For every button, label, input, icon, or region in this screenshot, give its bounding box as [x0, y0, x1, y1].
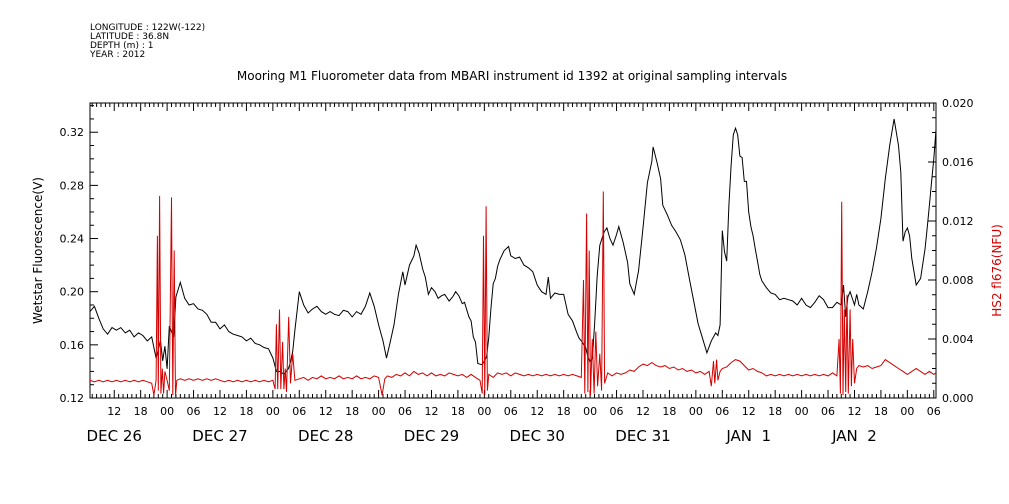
x-tick-label: 06: [610, 405, 624, 418]
y-left-axis-label: Wetstar Fluorescence(V): [31, 177, 45, 324]
y-left-tick-label: 0.24: [60, 233, 85, 246]
x-tick-label: 06: [292, 405, 306, 418]
x-tick-label: 00: [900, 405, 914, 418]
x-tick-label: 06: [821, 405, 835, 418]
meta-line: LATITUDE : 36.8N: [90, 32, 169, 42]
x-tick-label: 00: [583, 405, 597, 418]
y-left-tick-label: 0.20: [60, 286, 85, 299]
x-date-label: JAN 1: [725, 427, 771, 445]
x-tick-label: 00: [795, 405, 809, 418]
y-right-tick-label: 0.020: [942, 97, 974, 110]
y-left-tick-label: 0.28: [60, 179, 85, 192]
x-date-label: JAN 2: [831, 427, 877, 445]
meta-line: DEPTH (m) : 1: [90, 41, 153, 51]
x-date-label: DEC 28: [298, 427, 353, 445]
x-date-label: DEC 27: [192, 427, 247, 445]
y-right-tick-label: 0.016: [942, 156, 974, 169]
x-tick-label: 18: [768, 405, 782, 418]
x-tick-label: 18: [874, 405, 888, 418]
series-line-hs2: [90, 191, 936, 397]
meta-line: YEAR : 2012: [89, 50, 145, 60]
metadata-block: LONGITUDE : 122W(-122)LATITUDE : 36.8NDE…: [89, 23, 205, 60]
x-tick-label: 12: [213, 405, 227, 418]
x-tick-label: 18: [662, 405, 676, 418]
x-tick-label: 00: [160, 405, 174, 418]
plot-area: 12 18 00 06 12 18 00 06 12 18 00 06 12 18 00 06 12 18 00 06…: [31, 97, 1004, 445]
x-tick-label: 12: [742, 405, 756, 418]
x-tick-label: 06: [715, 405, 729, 418]
x-date-label: DEC 31: [615, 427, 670, 445]
series-line-wetstar: [90, 118, 936, 375]
y-right-tick-label: 0.012: [942, 215, 974, 228]
x-tick-label: 06: [927, 405, 941, 418]
y-right-tick-label: 0.004: [942, 333, 974, 346]
x-tick-label: 00: [477, 405, 491, 418]
x-tick-label: 12: [319, 405, 333, 418]
y-right-axis-label: HS2 fl676(NFU): [990, 224, 1004, 317]
x-tick-label: 12: [424, 405, 438, 418]
x-date-label: DEC 26: [87, 427, 142, 445]
y-left-tick-label: 0.12: [60, 392, 85, 405]
x-tick-label: 12: [847, 405, 861, 418]
x-tick-label: 06: [504, 405, 518, 418]
x-date-label: DEC 30: [510, 427, 565, 445]
x-tick-label: 00: [689, 405, 703, 418]
x-tick-label: 18: [239, 405, 253, 418]
x-date-label: DEC 29: [404, 427, 459, 445]
x-tick-label: 12: [530, 405, 544, 418]
y-right-tick-label: 0.000: [942, 392, 974, 405]
x-tick-label: 18: [557, 405, 571, 418]
x-tick-label: 18: [134, 405, 148, 418]
x-tick-label: 18: [345, 405, 359, 418]
y-left-tick-label: 0.16: [60, 339, 85, 352]
chart-title: Mooring M1 Fluorometer data from MBARI i…: [237, 69, 787, 83]
y-right-tick-label: 0.008: [942, 274, 974, 287]
x-tick-label: 18: [451, 405, 465, 418]
x-tick-label: 00: [372, 405, 386, 418]
x-tick-label: 12: [107, 405, 121, 418]
x-tick-label: 00: [266, 405, 280, 418]
plot-frame: [89, 102, 937, 399]
x-tick-label: 06: [398, 405, 412, 418]
x-tick-label: 12: [636, 405, 650, 418]
y-left-tick-label: 0.32: [60, 126, 85, 139]
x-tick-label: 06: [187, 405, 201, 418]
meta-line: LONGITUDE : 122W(-122): [90, 23, 205, 33]
